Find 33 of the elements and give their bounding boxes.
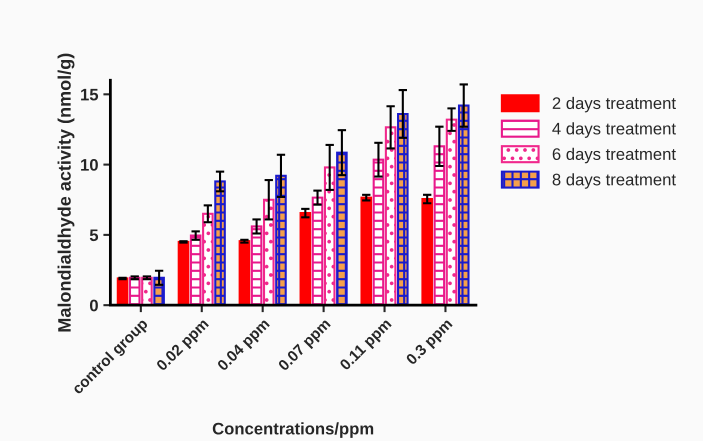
bar	[202, 212, 214, 306]
bar	[446, 118, 458, 306]
bar	[214, 180, 226, 306]
bar	[458, 104, 470, 306]
bar	[128, 276, 141, 306]
legend-label: 2 days treatment	[552, 96, 676, 112]
bar	[250, 225, 262, 306]
bar	[336, 152, 348, 306]
bar	[190, 234, 202, 306]
legend-label: 8 days treatment	[552, 173, 676, 189]
legend-label: 4 days treatment	[552, 122, 676, 138]
bar	[262, 198, 275, 306]
bar	[360, 196, 372, 306]
bar	[300, 212, 312, 306]
y-axis-title: Malondialdhyde activity (nmol/g)	[58, 54, 74, 332]
bar	[324, 166, 336, 306]
bar	[238, 240, 250, 306]
bar	[275, 174, 287, 306]
bar	[312, 196, 324, 306]
y-tick-label: 0	[90, 300, 98, 312]
x-axis-title: Concentrations/ppm	[212, 422, 374, 438]
bar	[384, 126, 396, 306]
y-tick-label: 10	[81, 159, 98, 171]
bar	[421, 198, 433, 306]
bar	[397, 112, 409, 306]
y-tick-label: 15	[81, 88, 98, 101]
bar	[372, 158, 384, 306]
bar	[178, 240, 190, 306]
y-tick-label: 5	[90, 229, 98, 242]
bar	[141, 276, 153, 306]
bar	[434, 145, 446, 306]
bar	[116, 277, 128, 306]
legend-label: 6 days treatment	[552, 148, 676, 164]
